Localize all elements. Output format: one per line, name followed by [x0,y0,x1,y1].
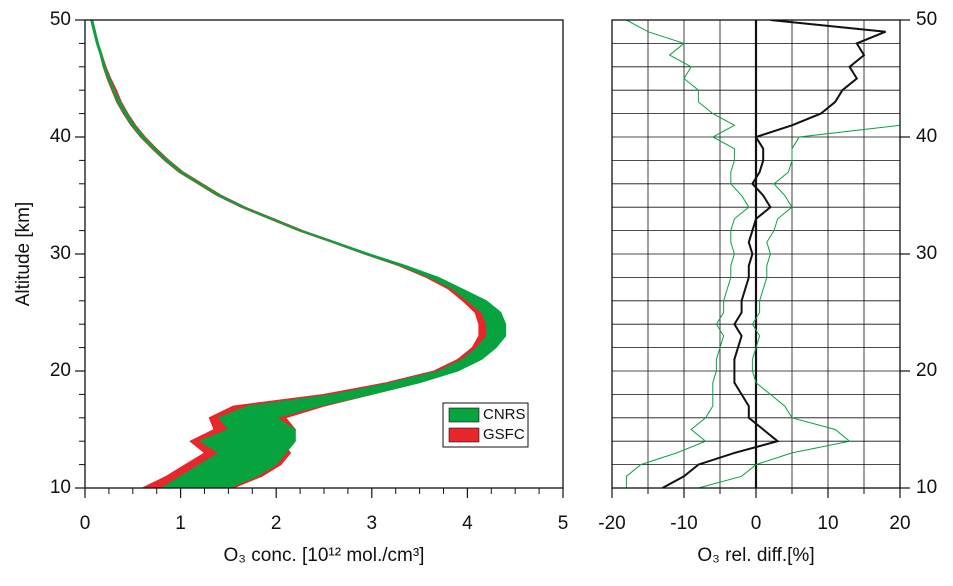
y-tick-label: 50 [916,9,937,30]
x-tick-label: 0 [751,513,762,534]
x-tick-label: 20 [889,513,910,534]
x-tick-label: 4 [462,513,473,534]
x-tick-label: 1 [175,513,186,534]
y-tick-label: 30 [50,243,71,264]
y-tick-label: 50 [50,9,71,30]
x-axis-label: O₃ rel. diff.[%] [697,545,814,566]
x-tick-label: 5 [558,513,569,534]
y-axis-label: Altitude [km] [13,202,34,307]
y-tick-label: 10 [916,477,937,498]
x-tick-label: 10 [817,513,838,534]
profile-line [625,20,750,488]
y-tick-label: 30 [916,243,937,264]
legend-swatch [448,407,480,423]
y-tick-label: 40 [916,126,937,147]
y-tick-label: 20 [50,360,71,381]
y-tick-label: 40 [50,126,71,147]
x-tick-label: -10 [670,513,697,534]
legend-label: GSFC [483,426,525,443]
y-tick-label: 10 [50,477,71,498]
band-area [90,19,497,489]
legend-swatch [448,427,480,443]
y-tick-label: 20 [916,360,937,381]
legend-label: CNRS [483,406,526,423]
profile-line [698,124,900,488]
x-tick-label: -20 [598,513,625,534]
x-tick-label: 0 [80,513,91,534]
x-axis-label: O₃ conc. [10¹² mol./cm³] [224,545,425,566]
profile-line [661,20,886,488]
x-tick-label: 2 [271,513,282,534]
x-tick-label: 3 [367,513,378,534]
